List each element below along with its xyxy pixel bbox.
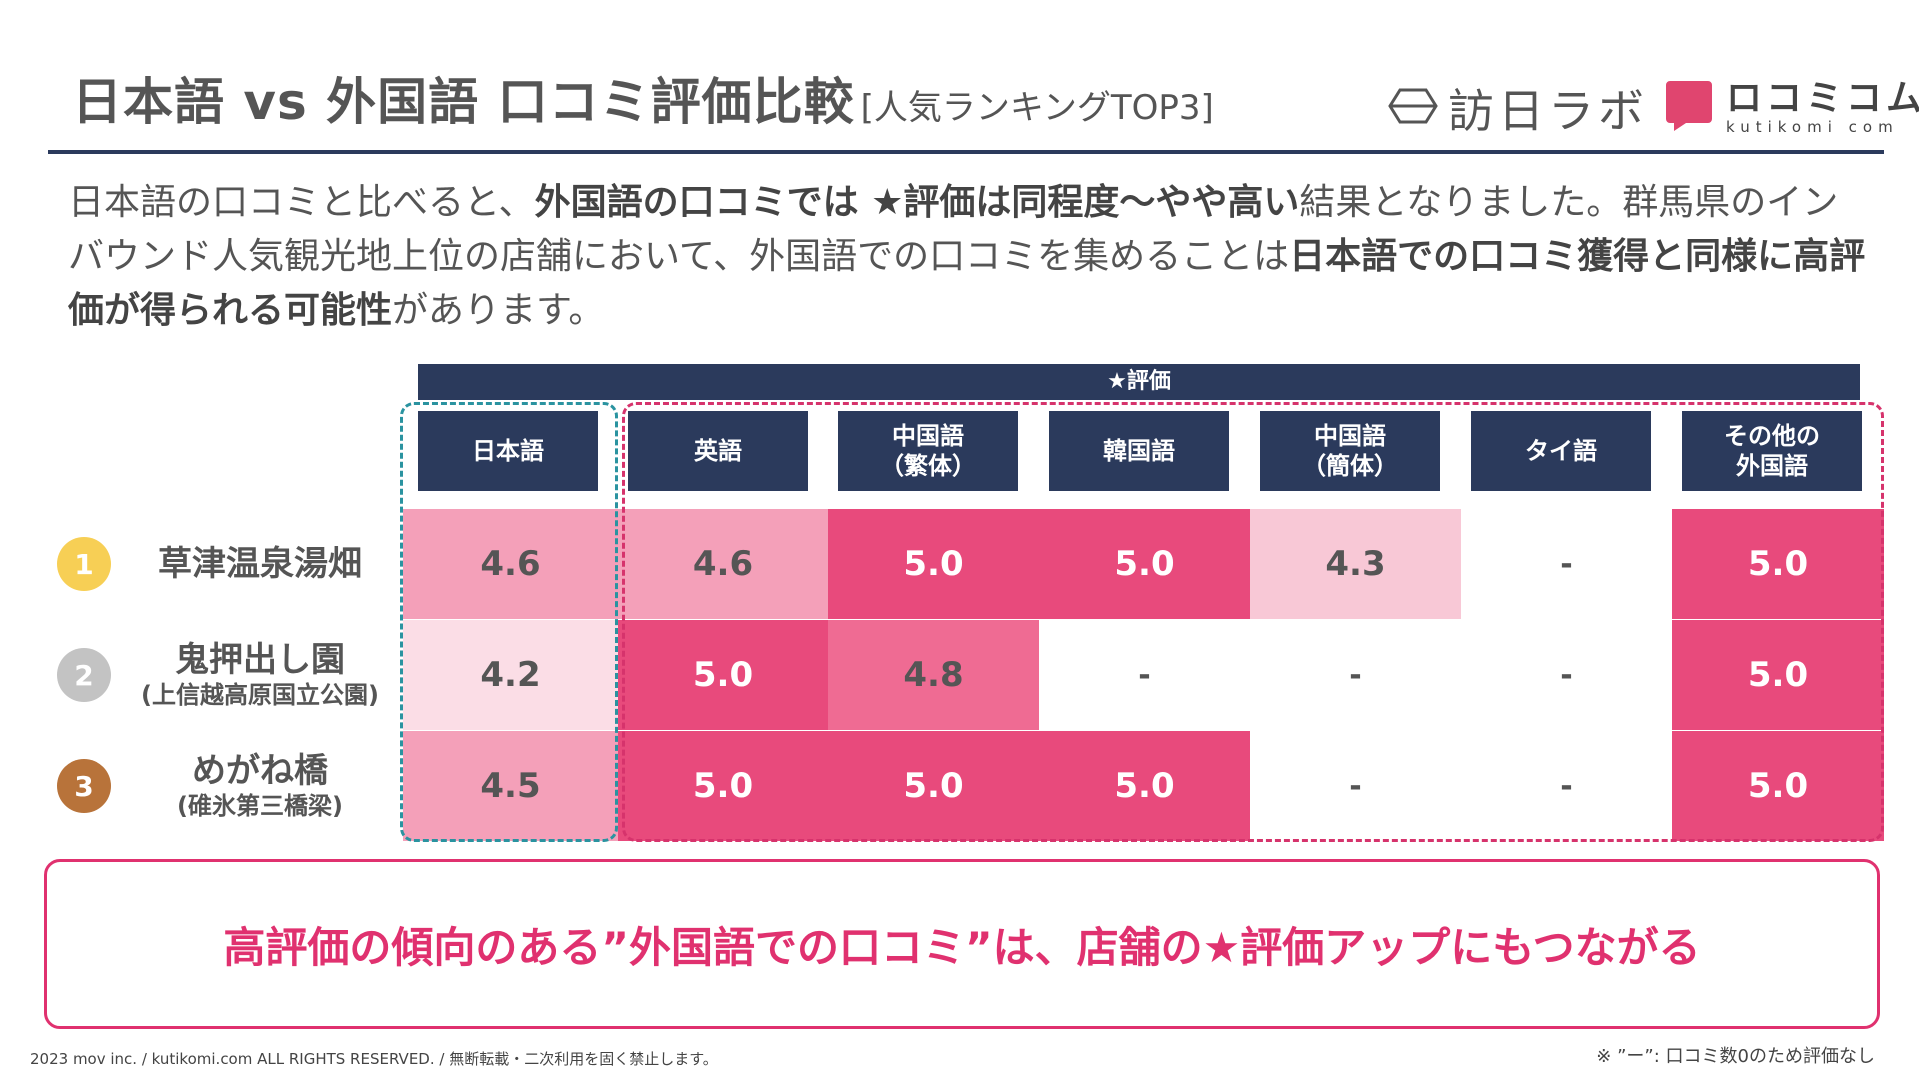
row-subname: (上信越高原国立公園) [141, 681, 379, 709]
kutikomi-logo: ロコミコム kutikomi com [1664, 78, 1919, 138]
houjin-lab-logo-icon [1388, 86, 1438, 130]
column-header-japanese: 日本語 [418, 411, 598, 491]
column-header-other-languages: その他の 外国語 [1682, 411, 1862, 491]
rating-cell: 5.0 [1672, 620, 1884, 730]
column-header-english: 英語 [628, 411, 808, 491]
conclusion-box: 高評価の傾向のある”外国語での口コミ”は、店舗の★評価アップにもつながる [44, 859, 1880, 1029]
rating-cell: 5.0 [618, 731, 828, 841]
houjin-lab-logo-text: 訪日ラボ [1448, 84, 1648, 138]
intro-text-2: 結果となりました。群馬県のインバウンド人気観光地上位の店舗において、外国語での口… [68, 182, 1839, 277]
rank-badge-2: 2 [57, 648, 111, 702]
row-label-1: 草津温泉湯畑 [120, 509, 400, 619]
copyright-footer: 2023 mov inc. / kutikomi.com ALL RIGHTS … [30, 1050, 718, 1068]
row-label-3: めがね橋 (碓氷第三橋梁) [120, 731, 400, 841]
column-header-thai: タイ語 [1471, 411, 1651, 491]
rating-cell-empty: - [1138, 657, 1151, 693]
rank-badge-1: 1 [57, 537, 111, 591]
intro-bold-1: 外国語の口コミでは ★評価は同程度～やや高い [534, 182, 1300, 223]
intro-text-3: があります。 [392, 290, 605, 331]
rating-cell: 4.8 [828, 620, 1039, 730]
rating-cell-empty: - [1560, 768, 1573, 804]
rating-cell: 5.0 [618, 620, 828, 730]
row-name: 鬼押出し園 [175, 640, 345, 680]
rating-cell: 5.0 [1672, 731, 1884, 841]
title-sub: [人気ランキングTOP3] [860, 88, 1214, 128]
column-header-chinese-simplified: 中国語 （簡体） [1260, 411, 1440, 491]
rating-cell: 4.6 [403, 509, 618, 619]
row-name: めがね橋 [192, 751, 328, 791]
rating-header: ★評価 [418, 364, 1860, 400]
conclusion-text: 高評価の傾向のある”外国語での口コミ”は、店舗の★評価アップにもつながる [223, 922, 1701, 972]
rating-cell: 5.0 [1672, 509, 1884, 619]
rating-cell: 4.2 [403, 620, 618, 730]
rating-cell-empty: - [1560, 546, 1573, 582]
rating-cell-empty: - [1560, 657, 1573, 693]
intro-paragraph: 日本語の口コミと比べると、外国語の口コミでは ★評価は同程度～やや高い結果となり… [68, 176, 1868, 338]
rating-cell: 4.5 [403, 731, 618, 841]
rating-cell: 4.3 [1250, 509, 1461, 619]
rating-cell: 5.0 [1039, 509, 1250, 619]
column-header-korean: 韓国語 [1049, 411, 1229, 491]
title-divider [48, 150, 1884, 154]
row-name: 草津温泉湯畑 [158, 544, 362, 584]
title-main: 日本語 vs 外国語 口コミ評価比較 [72, 73, 855, 131]
row-subname: (碓氷第三橋梁) [177, 792, 343, 820]
slide-title: 日本語 vs 外国語 口コミ評価比較 [人気ランキングTOP3] [72, 62, 1214, 142]
column-header-chinese-traditional: 中国語 （繁体） [838, 411, 1018, 491]
houjin-lab-logo: 訪日ラボ [1388, 78, 1648, 138]
rank-badge-3: 3 [57, 759, 111, 813]
rating-cell-empty: - [1349, 657, 1362, 693]
kutikomi-logo-en: kutikomi com [1726, 118, 1899, 136]
rating-cell: 5.0 [828, 731, 1039, 841]
rating-cell: 4.6 [618, 509, 828, 619]
rating-cell: 5.0 [1039, 731, 1250, 841]
table-footnote: ※ ”ー”: 口コミ数0のため評価なし [1596, 1046, 1875, 1067]
row-label-2: 鬼押出し園 (上信越高原国立公園) [120, 620, 400, 730]
kutikomi-logo-jp: ロコミコム [1726, 78, 1919, 119]
intro-bold-2: 日本語での口コミ獲得と同様に高評価が得られる可能性 [68, 236, 1866, 331]
rating-cell-empty: - [1349, 768, 1362, 804]
rating-cell: 5.0 [828, 509, 1039, 619]
intro-text-1: 日本語の口コミと比べると、 [68, 182, 535, 223]
kutikomi-logo-icon [1664, 79, 1714, 137]
